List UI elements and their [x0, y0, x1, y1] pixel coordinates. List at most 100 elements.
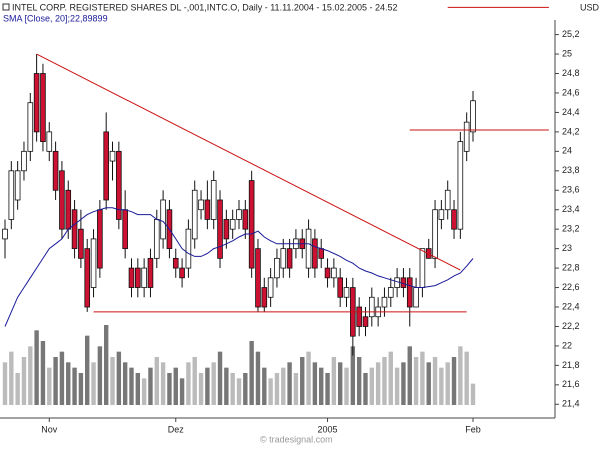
candle-body [46, 131, 53, 152]
candle-body [191, 189, 198, 240]
candle-body [274, 257, 280, 279]
volume-bar [72, 367, 77, 405]
chart-title: INTEL CORP. REGISTERED SHARES DL -,001,I… [12, 2, 398, 12]
candle-body [103, 131, 109, 201]
volume-bar [325, 373, 330, 405]
volume-bar [312, 362, 318, 405]
y-tick-label: 25,2 [562, 29, 580, 39]
volume-bar [28, 346, 33, 405]
candle-body [135, 267, 141, 288]
candle-body [153, 219, 160, 259]
candle-body [267, 277, 274, 298]
candle-body [413, 287, 419, 308]
candle-body [65, 189, 72, 230]
y-tick-label: 21,8 [562, 360, 580, 370]
volume-bar [179, 378, 185, 405]
volume-bar [445, 362, 450, 405]
candle-body [419, 248, 426, 288]
y-tick-label: 22 [562, 340, 572, 350]
volume-bar [53, 357, 58, 405]
candle-body [147, 257, 154, 288]
y-tick-label: 21,6 [562, 379, 580, 389]
candle-body [52, 150, 59, 191]
candle-body [280, 248, 287, 269]
trendline [36, 53, 461, 271]
volume-bar [407, 346, 412, 405]
candle-body [2, 228, 8, 240]
y-tick-label: 24,8 [562, 68, 580, 78]
candle-body [71, 209, 78, 250]
candle-body [78, 228, 84, 259]
y-tick-label: 23,2 [562, 224, 580, 234]
candle-body [248, 180, 255, 269]
candle-body [451, 209, 457, 230]
volume-bar [217, 351, 223, 405]
candle-body [356, 306, 362, 327]
candle-body [463, 121, 470, 152]
volume-bar [40, 341, 46, 405]
candle-body [97, 209, 103, 269]
candle-body [444, 189, 451, 211]
volume-bar [382, 357, 387, 405]
candle-body [14, 170, 21, 201]
volume-bar [464, 351, 469, 405]
candle-body [8, 170, 15, 220]
volume-bar [439, 367, 444, 405]
volume-bar [451, 357, 457, 405]
volume-bar [331, 357, 337, 405]
candle-body [40, 73, 46, 143]
candle-body [324, 267, 331, 279]
volume-bar [47, 367, 52, 405]
volume-bar [59, 351, 65, 405]
volume-bar [34, 330, 39, 405]
y-tick-label: 24,6 [562, 87, 580, 97]
volume-bar [97, 346, 103, 405]
candle-body [369, 296, 375, 318]
candle-body [255, 248, 261, 308]
volume-bar [413, 357, 419, 405]
candle-body [204, 199, 211, 220]
volume-bar [236, 378, 242, 405]
volume-bar [85, 335, 90, 405]
volume-bar [15, 373, 20, 405]
volume-bar [401, 362, 406, 405]
volume-bar [363, 373, 368, 405]
candle-body [116, 150, 122, 220]
y-tick-label: 22,4 [562, 301, 580, 311]
volume-bar [300, 357, 305, 405]
candle-body [261, 287, 268, 308]
candle-body [331, 267, 337, 279]
volume-bar [141, 378, 147, 405]
candle-body [179, 267, 185, 279]
volume-bar [319, 367, 324, 405]
volume-bar [388, 351, 393, 405]
volume-bar [369, 367, 375, 405]
candle-body [109, 150, 116, 162]
candle-body [406, 277, 413, 308]
y-tick-label: 23,4 [562, 204, 580, 214]
y-axis-label: USD [580, 2, 600, 12]
candle-body [470, 100, 476, 133]
volume-bar [192, 357, 197, 405]
candle-body [438, 209, 445, 220]
volume-bar [287, 362, 292, 405]
volume-layer [2, 325, 476, 405]
candle-body [84, 248, 91, 308]
candle-body [210, 180, 217, 220]
candle-body [21, 150, 27, 172]
candle-body [128, 267, 135, 288]
volume-bar [103, 325, 109, 405]
candle-body [457, 141, 464, 230]
volume-bar [255, 351, 261, 405]
y-tick-label: 22,2 [562, 321, 580, 331]
volume-bar [211, 362, 216, 405]
volume-bar [66, 362, 71, 405]
volume-bar [91, 362, 96, 405]
candle-body [432, 209, 438, 259]
volume-bar [420, 351, 425, 405]
volume-bar [274, 373, 280, 405]
candle-body [337, 277, 343, 298]
volume-bar [135, 373, 141, 405]
candle-body [343, 287, 350, 298]
y-tick-label: 23 [562, 243, 572, 253]
